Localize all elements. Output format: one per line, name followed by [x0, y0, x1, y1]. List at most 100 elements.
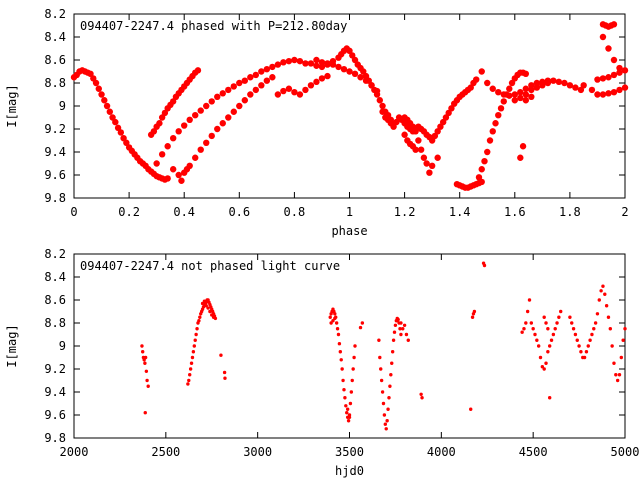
- data-point: [208, 309, 212, 314]
- y-axis-title: I[mag]: [5, 324, 19, 367]
- data-point: [103, 102, 111, 110]
- data-point: [280, 59, 287, 66]
- x-tick-label: 4500: [519, 445, 548, 459]
- data-point: [98, 91, 105, 98]
- data-point: [214, 93, 221, 101]
- data-point: [169, 166, 177, 173]
- data-point: [328, 315, 332, 319]
- data-point: [188, 373, 192, 377]
- data-point: [555, 321, 559, 325]
- data-point: [603, 292, 607, 296]
- data-point: [379, 367, 383, 371]
- data-point: [318, 75, 326, 82]
- data-point: [582, 355, 587, 360]
- data-point: [586, 344, 590, 348]
- data-point: [608, 327, 613, 331]
- data-point: [621, 84, 629, 91]
- data-point: [409, 123, 417, 130]
- data-point: [489, 128, 496, 135]
- data-point: [577, 344, 581, 348]
- data-point: [335, 63, 342, 71]
- data-point: [549, 338, 554, 342]
- data-point: [285, 85, 293, 92]
- y-tick-label: 8.8: [44, 76, 66, 90]
- data-point: [352, 355, 356, 360]
- data-point: [153, 160, 160, 167]
- data-point: [544, 79, 552, 87]
- data-point: [506, 92, 513, 99]
- data-point: [164, 143, 171, 150]
- data-point: [404, 332, 409, 337]
- data-point: [486, 137, 494, 144]
- data-point: [419, 392, 423, 396]
- y-tick-label: 8.4: [44, 30, 66, 44]
- data-point: [437, 123, 444, 130]
- data-point: [313, 62, 320, 69]
- data-point: [351, 70, 359, 78]
- y-tick-label: 9.2: [44, 122, 66, 136]
- data-point: [258, 82, 265, 89]
- data-point: [203, 139, 210, 146]
- data-point: [423, 160, 430, 167]
- data-point: [225, 114, 232, 121]
- data-point: [610, 344, 614, 348]
- data-point: [619, 355, 624, 360]
- data-point: [439, 118, 447, 126]
- data-point: [193, 338, 197, 342]
- data-point: [599, 33, 607, 41]
- y-tick-label: 8.6: [44, 293, 66, 307]
- data-point: [379, 378, 384, 383]
- data-point: [478, 166, 485, 173]
- data-point: [195, 327, 199, 331]
- data-point: [544, 321, 548, 325]
- data-point: [206, 306, 210, 310]
- data-point: [580, 82, 587, 89]
- data-point: [605, 74, 612, 81]
- data-point: [511, 91, 518, 98]
- data-point: [575, 338, 579, 342]
- data-point: [475, 174, 483, 181]
- data-point: [522, 327, 526, 331]
- data-point: [393, 118, 400, 126]
- data-point: [120, 135, 127, 142]
- data-point: [484, 148, 491, 156]
- y-tick-label: 9.4: [44, 385, 66, 399]
- data-point: [555, 78, 563, 86]
- data-point: [604, 304, 609, 308]
- data-point: [417, 146, 425, 153]
- data-point: [194, 67, 202, 74]
- data-point: [197, 107, 204, 114]
- data-point: [90, 75, 97, 82]
- data-point: [313, 78, 320, 86]
- data-point: [599, 289, 603, 293]
- data-point: [520, 330, 524, 334]
- unphased-light-curve-plot: 2000 2500 3000 3500 4000 4500 5000 8.2 8.4 8.6 8.8…: [5, 247, 639, 478]
- data-point: [338, 350, 343, 354]
- data-point: [535, 338, 539, 342]
- data-point: [420, 396, 424, 400]
- data-point: [274, 61, 282, 68]
- data-point: [236, 79, 243, 87]
- data-point: [285, 57, 293, 65]
- data-point: [333, 316, 337, 321]
- data-point: [376, 97, 384, 104]
- data-point: [568, 315, 572, 319]
- x-tick-label: 1: [346, 205, 353, 219]
- y-tick-label: 9.8: [44, 431, 66, 445]
- data-point: [383, 422, 388, 426]
- data-point: [500, 98, 507, 105]
- data-point: [467, 84, 474, 91]
- data-point: [158, 114, 166, 121]
- data-point: [186, 382, 190, 386]
- y-tick-label: 8.4: [44, 270, 66, 284]
- data-point: [143, 411, 147, 415]
- data-point: [95, 85, 102, 92]
- data-point: [588, 338, 592, 342]
- data-point: [610, 71, 618, 79]
- data-point: [614, 373, 618, 377]
- data-point: [484, 79, 491, 87]
- data-point: [390, 350, 395, 354]
- data-point: [522, 85, 530, 92]
- data-point: [385, 419, 389, 423]
- data-point: [478, 178, 485, 186]
